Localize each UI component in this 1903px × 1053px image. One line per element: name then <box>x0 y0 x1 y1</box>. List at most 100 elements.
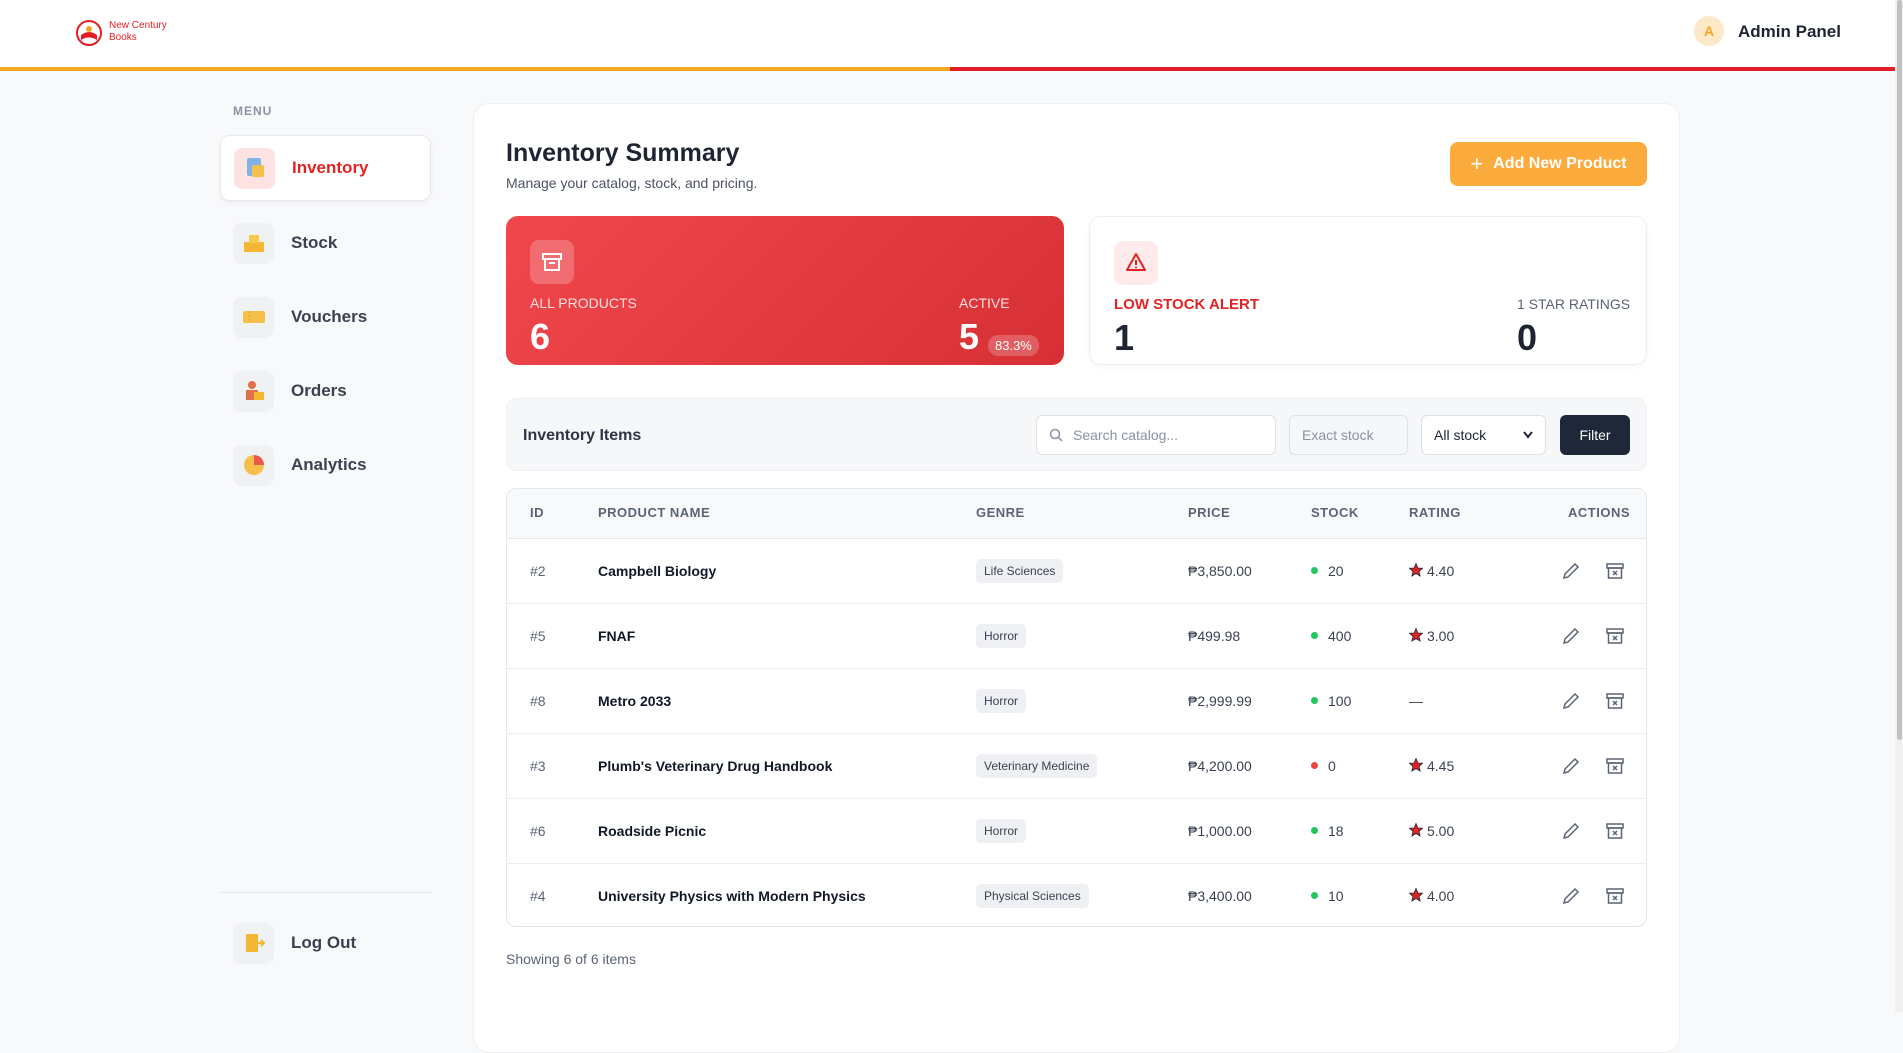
logout-icon <box>233 922 274 964</box>
stock: 20 <box>1328 562 1344 579</box>
filter-button[interactable]: Filter <box>1560 415 1630 455</box>
product-name: Metro 2033 <box>598 692 672 709</box>
rating: — <box>1409 692 1423 709</box>
row-divider <box>507 603 1646 604</box>
archive-button[interactable] <box>1605 756 1625 776</box>
logout-text: Log Out <box>291 933 357 952</box>
stat-card <box>506 216 1064 365</box>
archive-button[interactable] <box>1605 626 1625 646</box>
product-name: Plumb's Veterinary Drug Handbook <box>598 757 833 774</box>
id: #4 <box>530 887 546 904</box>
menu-text: Orders <box>291 381 347 400</box>
avatar[interactable]: A <box>1694 16 1724 46</box>
genre-tag: Horror <box>976 623 1027 648</box>
header <box>0 0 1895 68</box>
button-text: Add New Product <box>1493 155 1627 172</box>
rating: 5.00 <box>1427 822 1455 839</box>
table-title: Inventory Items <box>523 427 642 444</box>
stock-dot <box>1311 761 1318 769</box>
id: #6 <box>530 822 546 839</box>
select-value: All stock <box>1434 427 1487 443</box>
menu-item[interactable]: Analytics <box>220 432 431 498</box>
id: #2 <box>530 562 546 579</box>
star-icon <box>1409 627 1423 642</box>
scrollbar-thumb[interactable] <box>1897 0 1902 740</box>
archive-button[interactable] <box>1605 691 1625 711</box>
price: ₱3,850.00 <box>1188 562 1252 579</box>
archive-button[interactable] <box>1605 886 1625 906</box>
edit-button[interactable] <box>1561 886 1581 906</box>
row-divider <box>507 798 1646 799</box>
divider <box>220 892 431 893</box>
star-icon <box>1409 887 1423 902</box>
menu-item[interactable]: Vouchers <box>220 284 431 350</box>
stock: 18 <box>1328 822 1344 839</box>
header-accent <box>0 67 950 71</box>
menu-text: Vouchers <box>291 307 368 326</box>
button-text: Filter <box>1579 427 1611 443</box>
stock: 10 <box>1328 887 1344 904</box>
stock: 0 <box>1328 757 1336 774</box>
archive-button[interactable] <box>1605 821 1625 841</box>
menu-item[interactable]: Inventory <box>220 135 431 201</box>
column-header: GENRE <box>976 505 1025 520</box>
price: ₱1,000.00 <box>1188 822 1252 839</box>
column-header: STOCK <box>1311 505 1359 520</box>
stat-value: 1 <box>1114 317 1135 358</box>
stat-value: 0 <box>1517 317 1538 358</box>
rating: 4.40 <box>1427 562 1455 579</box>
column-header: PRODUCT NAME <box>598 505 711 520</box>
column-header: RATING <box>1409 505 1461 520</box>
archive-button[interactable] <box>1605 561 1625 581</box>
product-name: Roadside Picnic <box>598 822 707 839</box>
table-footer: Showing 6 of 6 items <box>506 951 636 967</box>
header-accent <box>950 67 1895 71</box>
row-divider <box>507 668 1646 669</box>
rating: 4.00 <box>1427 887 1455 904</box>
menu-icon <box>233 296 274 338</box>
page-subtitle: Manage your catalog, stock, and pricing. <box>506 175 758 191</box>
stock-select[interactable]: All stock <box>1421 415 1546 455</box>
page-title: Inventory Summary <box>506 139 740 167</box>
stat-label: LOW STOCK ALERT <box>1114 296 1259 313</box>
menu-icon <box>233 444 274 486</box>
stat-label: 1 STAR RATINGS <box>1517 296 1631 312</box>
genre-tag: Horror <box>976 818 1027 843</box>
price: ₱2,999.99 <box>1188 692 1252 709</box>
search-input[interactable]: Search catalog... <box>1036 415 1276 455</box>
menu-label: MENU <box>233 104 273 118</box>
edit-button[interactable] <box>1561 626 1581 646</box>
edit-button[interactable] <box>1561 756 1581 776</box>
star-icon <box>1409 562 1423 577</box>
star-icon <box>1409 822 1423 837</box>
stock-dot <box>1311 696 1318 704</box>
menu-text: Stock <box>291 233 338 252</box>
star-icon <box>1409 757 1423 772</box>
edit-button[interactable] <box>1561 561 1581 581</box>
product-name: University Physics with Modern Physics <box>598 887 866 904</box>
genre-tag: Veterinary Medicine <box>976 753 1098 778</box>
edit-button[interactable] <box>1561 691 1581 711</box>
edit-button[interactable] <box>1561 821 1581 841</box>
genre-tag: Physical Sciences <box>976 883 1089 908</box>
product-name: Campbell Biology <box>598 562 717 579</box>
menu-text: Inventory <box>292 158 369 177</box>
admin-title: Admin Panel <box>1738 22 1841 41</box>
stat-value: 5 <box>959 316 980 357</box>
column-header: ID <box>530 505 544 520</box>
price: ₱4,200.00 <box>1188 757 1252 774</box>
stat-icon <box>530 240 574 284</box>
add-product-button[interactable]: + Add New Product <box>1450 142 1647 186</box>
table-header <box>507 489 1646 539</box>
placeholder: Search catalog... <box>1073 427 1179 443</box>
placeholder: Exact stock <box>1302 427 1374 443</box>
logout[interactable]: Log Out <box>220 910 431 976</box>
menu-text: Analytics <box>291 455 367 474</box>
stock-dot <box>1311 566 1318 574</box>
menu-item[interactable]: Orders <box>220 358 431 424</box>
exact-stock-input[interactable]: Exact stock <box>1289 415 1408 455</box>
stock-dot <box>1311 826 1318 834</box>
menu-item[interactable]: Stock <box>220 210 431 276</box>
price: ₱499.98 <box>1188 627 1241 644</box>
rating: 3.00 <box>1427 627 1455 644</box>
